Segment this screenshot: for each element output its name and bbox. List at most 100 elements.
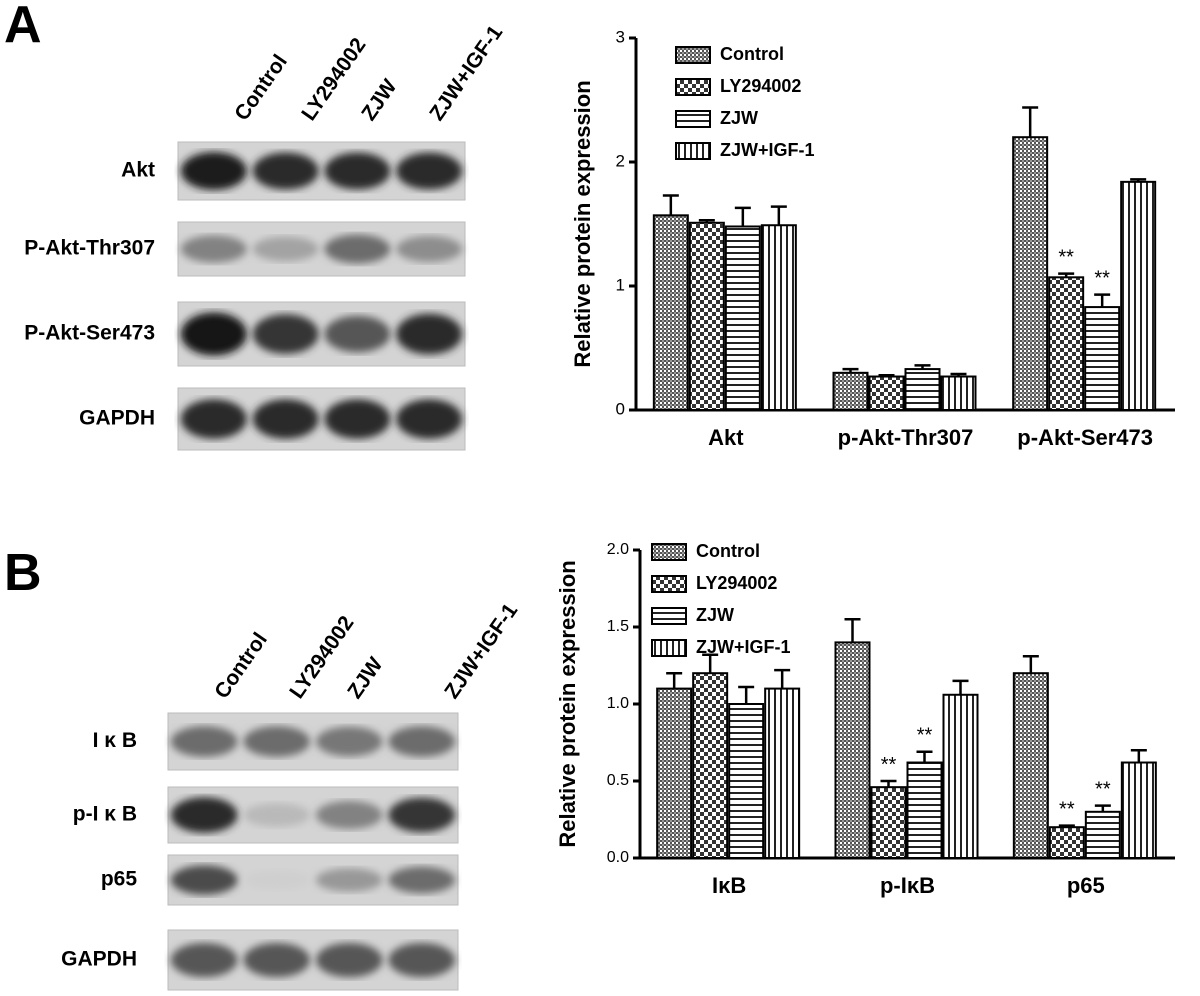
x-tick-label: IκB (712, 873, 746, 898)
legend-label: ZJW+IGF-1 (720, 140, 815, 160)
significance-mark: ** (1058, 247, 1074, 269)
bar (688, 221, 725, 411)
legend-swatch (651, 639, 687, 657)
panel-label: A (4, 0, 42, 54)
bar (1084, 306, 1121, 411)
error-bar (770, 205, 787, 226)
x-tick-label: p65 (1067, 873, 1105, 898)
lane-label: Control (230, 51, 292, 125)
error-bar (774, 668, 791, 689)
blot-band (252, 399, 319, 439)
y-tick-label: 1 (616, 275, 625, 294)
y-tick-label: 1.5 (607, 618, 629, 635)
blot-band (243, 726, 311, 757)
bar (728, 703, 765, 859)
blot-band (388, 797, 456, 833)
legend-swatch (675, 110, 711, 128)
bar (1120, 180, 1157, 411)
y-tick-label: 0 (616, 399, 625, 418)
blot-band (170, 797, 238, 833)
blot-band (180, 399, 247, 439)
error-bar (702, 653, 719, 674)
blot-band (180, 235, 247, 263)
blot-band (396, 152, 463, 190)
legend-label: Control (696, 541, 760, 561)
error-bar (1130, 748, 1147, 763)
lane-label: Control (210, 629, 272, 703)
bar (764, 687, 801, 859)
y-axis-label: Relative protein expression (570, 80, 595, 367)
bar (1012, 672, 1049, 860)
blot-band (396, 313, 463, 355)
error-bar (734, 206, 751, 227)
y-tick-label: 2.0 (607, 541, 629, 558)
bar (834, 641, 871, 860)
blot-band (315, 868, 383, 892)
y-tick-label: 0.0 (607, 849, 629, 866)
y-tick-label: 3 (616, 27, 625, 46)
bar (868, 375, 905, 411)
row-label: Akt (121, 159, 155, 182)
lane-label: ZJW+IGF-1 (425, 21, 507, 125)
row-label: p-I κ B (73, 803, 137, 826)
blot-band (252, 236, 319, 262)
blot-band (170, 726, 238, 757)
bar (760, 224, 797, 411)
bar (656, 687, 693, 859)
bar (692, 672, 729, 860)
error-bar (1022, 655, 1039, 674)
error-bar (950, 372, 967, 377)
row-label: P-Akt-Ser473 (24, 322, 155, 345)
blot-band (315, 942, 383, 978)
error-bar (738, 685, 755, 704)
bar (1012, 136, 1049, 411)
row-label: GAPDH (61, 948, 137, 971)
legend-label: ZJW+IGF-1 (696, 637, 791, 657)
bar (1048, 276, 1085, 411)
blot-band (388, 866, 456, 894)
significance-mark: ** (881, 754, 897, 776)
lane-label: ZJW+IGF-1 (440, 599, 522, 703)
y-axis-label: Relative protein expression (555, 560, 580, 847)
row-label: p65 (101, 868, 138, 891)
row-label: GAPDH (79, 407, 155, 430)
error-bar (698, 219, 715, 223)
blot-band (243, 870, 311, 890)
blot-band (170, 865, 238, 895)
panel-label: B (4, 544, 42, 602)
bar (1120, 761, 1157, 860)
bar (724, 225, 761, 411)
error-bar (842, 367, 859, 373)
y-tick-label: 1.0 (607, 695, 629, 712)
blot-band (315, 800, 383, 830)
legend-label: ZJW (696, 605, 734, 625)
x-tick-label: Akt (708, 425, 744, 450)
significance-mark: ** (1095, 779, 1111, 801)
blot-band (180, 151, 247, 191)
legend-swatch (651, 607, 687, 625)
blot-band (324, 234, 391, 264)
error-bar (666, 671, 683, 689)
error-bar (1058, 824, 1075, 828)
error-bar (1094, 804, 1111, 812)
error-bar (952, 679, 969, 695)
error-bar (844, 618, 861, 643)
legend-swatch (651, 543, 687, 561)
bar (904, 368, 941, 411)
bar (870, 786, 907, 859)
legend-label: ZJW (720, 108, 758, 128)
error-bar (880, 779, 897, 788)
blot-band (324, 399, 391, 439)
error-bar (916, 750, 933, 763)
error-bar (1130, 178, 1147, 182)
blot-band (396, 235, 463, 263)
blot-band (396, 399, 463, 439)
bar (832, 371, 869, 411)
blot-band (388, 942, 456, 978)
x-tick-label: p-IκB (880, 873, 935, 898)
legend-label: Control (720, 44, 784, 64)
bar (652, 214, 689, 411)
y-tick-label: 0.5 (607, 772, 629, 789)
blot-band (243, 942, 311, 978)
bar (940, 375, 977, 411)
